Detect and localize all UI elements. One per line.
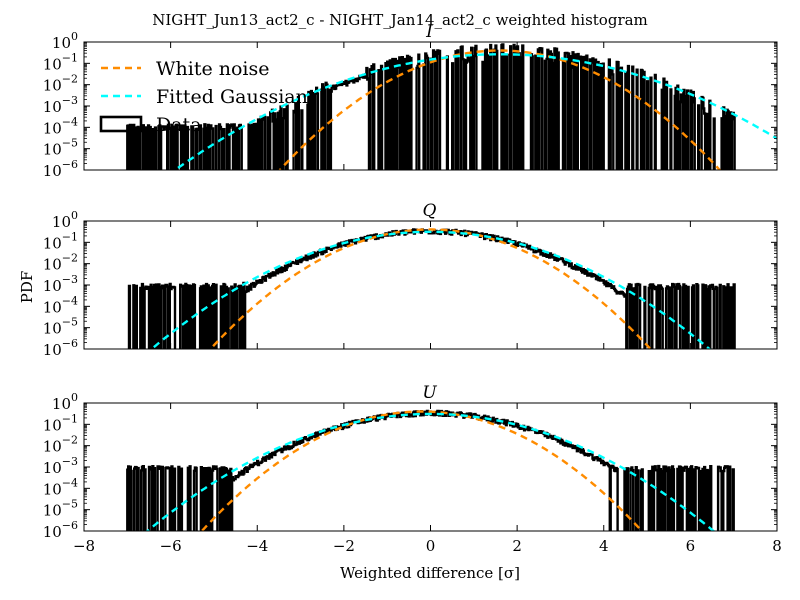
legend-label: Data	[156, 114, 202, 136]
y-tick-label: 100	[52, 391, 78, 413]
data-series	[126, 409, 735, 531]
x-tick-label: −2	[333, 537, 355, 555]
y-tick-label: 10−4	[43, 115, 78, 137]
x-tick-label: 6	[686, 537, 696, 555]
y-tick-label: 10−2	[43, 73, 78, 95]
y-tick-label: 10−3	[43, 455, 78, 477]
data-series	[127, 228, 736, 349]
y-tick-label: 10−3	[43, 94, 78, 116]
plot-area	[126, 409, 735, 531]
y-tick-label: 10−2	[43, 434, 78, 456]
y-tick-label: 100	[52, 30, 78, 52]
y-axis-label: PDF	[18, 271, 36, 304]
fitted-gaussian-curve	[173, 53, 777, 170]
legend-swatch	[99, 115, 143, 133]
white-noise-curve	[278, 49, 722, 170]
panel-title: I	[425, 22, 433, 42]
y-tick-label: 100	[52, 209, 78, 231]
y-tick-label: 10−1	[43, 51, 78, 73]
y-tick-label: 10−6	[43, 158, 78, 180]
x-tick-label: 0	[426, 537, 436, 555]
y-tick-label: 10−5	[43, 137, 78, 159]
x-axis-label: Weighted difference [σ]	[340, 564, 520, 582]
plot-area	[127, 228, 736, 349]
fitted-gaussian-curve	[145, 412, 716, 531]
panel-U: U−8 −6 −4 −2 0 2 4 6 810010−110−210−310−410−510−…	[43, 383, 782, 555]
panel-title: Q	[423, 201, 437, 221]
y-tick-label: 10−3	[43, 273, 78, 295]
y-tick-label: 10−2	[43, 252, 78, 274]
y-tick-label: 10−6	[43, 337, 78, 359]
fitted-gaussian-curve	[149, 230, 712, 349]
y-tick-label: 10−5	[43, 498, 78, 520]
panel-title: U	[422, 383, 437, 403]
white-noise-curve	[200, 410, 644, 531]
plot-area	[126, 43, 777, 170]
y-tick-label: 10−4	[43, 476, 78, 498]
y-tick-label: 10−5	[43, 316, 78, 338]
x-tick-label: 4	[599, 537, 609, 555]
figure-title: NIGHT_Jun13_act2_c - NIGHT_Jan14_act2_c …	[152, 11, 648, 29]
x-tick-label: −4	[246, 537, 268, 555]
x-tick-label: −8	[73, 537, 95, 555]
legend-label: White noise	[156, 58, 270, 80]
x-tick-label: −6	[160, 537, 182, 555]
legend: White noise Fitted Gaussian Data	[99, 58, 308, 136]
y-tick-label: 10−1	[43, 230, 78, 252]
y-tick-label: 10−1	[43, 412, 78, 434]
data-series	[126, 43, 736, 170]
legend-label: Fitted Gaussian	[156, 86, 308, 108]
x-tick-label: 8	[772, 537, 782, 555]
y-tick-label: 10−4	[43, 294, 78, 316]
x-tick-label: 2	[512, 537, 522, 555]
white-noise-curve	[208, 228, 653, 349]
